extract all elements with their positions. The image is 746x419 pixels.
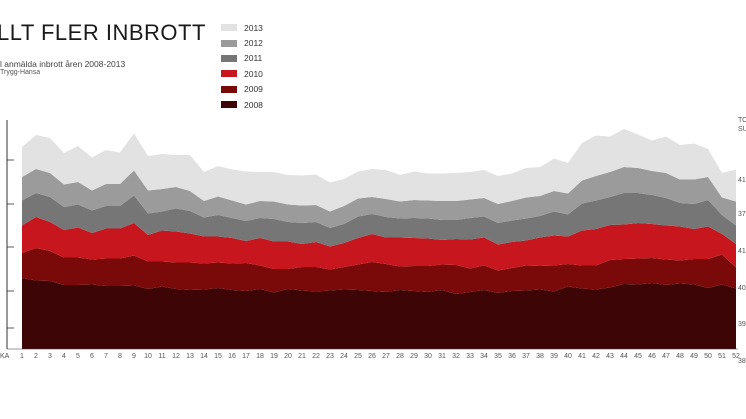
x-tick-label: 16 (228, 353, 236, 360)
area-series-2012 (22, 167, 736, 228)
area-series-2011 (22, 193, 736, 247)
x-tick-label: 6 (90, 353, 94, 360)
x-tick-label: 51 (718, 353, 726, 360)
x-tick-label: 2 (34, 353, 38, 360)
legend-swatch (221, 85, 237, 93)
x-tick-label: 35 (494, 353, 502, 360)
legend-label: 2011 (244, 53, 263, 64)
x-tick-label: 38 (536, 353, 544, 360)
legend-item-2013: 2013 (221, 20, 263, 35)
y-tick-label-right: 40 (738, 285, 746, 292)
x-tick-label: 19 (270, 353, 278, 360)
x-tick-label: 9 (132, 353, 136, 360)
legend-label: 2013 (244, 22, 263, 33)
x-tick-label: 14 (200, 353, 208, 360)
x-tick-label: 47 (662, 353, 670, 360)
x-tick-label: 8 (118, 353, 122, 360)
x-tick-label: 28 (396, 353, 404, 360)
x-tick-label: 44 (620, 353, 628, 360)
x-tick-label: 36 (508, 353, 516, 360)
x-tick-label: 41 (578, 353, 586, 360)
area-series-2008 (22, 278, 736, 349)
x-tick-label: 10 (144, 353, 152, 360)
x-tick-label: 50 (704, 353, 712, 360)
legend-swatch (221, 54, 237, 62)
area-series-2009 (22, 248, 736, 294)
legend-label: 2010 (244, 68, 263, 79)
x-tick-label: 1 (20, 353, 24, 360)
x-tick-label: 18 (256, 353, 264, 360)
x-tick-label: 17 (242, 353, 250, 360)
x-tick-label: 5 (76, 353, 80, 360)
x-tick-label: 34 (480, 353, 488, 360)
y-tick-label-right: 41 (738, 248, 746, 255)
x-tick-label: 40 (564, 353, 572, 360)
x-tick-label: 49 (690, 353, 698, 360)
legend-label: 2009 (244, 84, 263, 95)
x-tick-label: 3 (48, 353, 52, 360)
legend-swatch (221, 70, 237, 78)
x-tick-label: 12 (172, 353, 180, 360)
y-axis-label-fragment: TO (738, 117, 746, 124)
legend-item-2008: 2008 (221, 97, 263, 112)
x-tick-label: 13 (186, 353, 194, 360)
x-tick-label: 33 (466, 353, 474, 360)
x-tick-label: 46 (648, 353, 656, 360)
x-tick-label: 11 (158, 353, 165, 360)
x-tick-label: 29 (410, 353, 418, 360)
y-tick-label-right: 37 (738, 211, 746, 218)
area-series-2013 (22, 129, 736, 212)
x-tick-label: 30 (424, 353, 432, 360)
x-axis-label-fragment: KA (0, 353, 10, 360)
legend-item-2012: 2012 (221, 35, 263, 50)
x-tick-label: 20 (284, 353, 292, 360)
x-tick-label: 21 (298, 353, 306, 360)
legend-label: 2012 (244, 38, 263, 49)
legend-item-2011: 2011 (221, 51, 263, 66)
x-tick-label: 24 (340, 353, 348, 360)
y-tick-label-right: 41 (738, 177, 746, 184)
x-tick-label: 25 (354, 353, 362, 360)
x-tick-label: 45 (634, 353, 642, 360)
legend-item-2009: 2009 (221, 82, 263, 97)
x-tick-label: 23 (326, 353, 334, 360)
chart-subtitle: l anmälda inbrott åren 2008-2013 (0, 59, 126, 69)
y-tick-label-right: 38 (738, 358, 746, 365)
x-tick-label: 7 (104, 353, 108, 360)
legend-swatch (221, 24, 237, 32)
x-tick-label: 27 (382, 353, 390, 360)
x-tick-label: 52 (732, 353, 740, 360)
x-tick-label: 48 (676, 353, 684, 360)
x-tick-label: 42 (592, 353, 600, 360)
chart-source: Trygg-Hansa (0, 69, 41, 76)
y-tick-label-right: 39 (738, 321, 746, 328)
x-tick-label: 31 (438, 353, 446, 360)
legend: 2013 2012 2011 2010 2009 2008 (221, 20, 263, 112)
x-tick-label: 4 (62, 353, 66, 360)
chart-title: LLT FLER INBROTT (0, 20, 206, 45)
x-tick-label: 15 (214, 353, 222, 360)
x-tick-label: 22 (312, 353, 320, 360)
x-tick-label: 32 (452, 353, 460, 360)
legend-swatch (221, 101, 237, 109)
legend-swatch (221, 39, 237, 47)
y-axis-label-fragment: SU (738, 126, 746, 133)
x-tick-label: 39 (550, 353, 558, 360)
x-tick-label: 37 (522, 353, 530, 360)
legend-item-2010: 2010 (221, 66, 263, 81)
legend-label: 2008 (244, 99, 263, 110)
x-tick-label: 43 (606, 353, 614, 360)
area-series-2010 (22, 217, 736, 271)
x-tick-label: 26 (368, 353, 376, 360)
